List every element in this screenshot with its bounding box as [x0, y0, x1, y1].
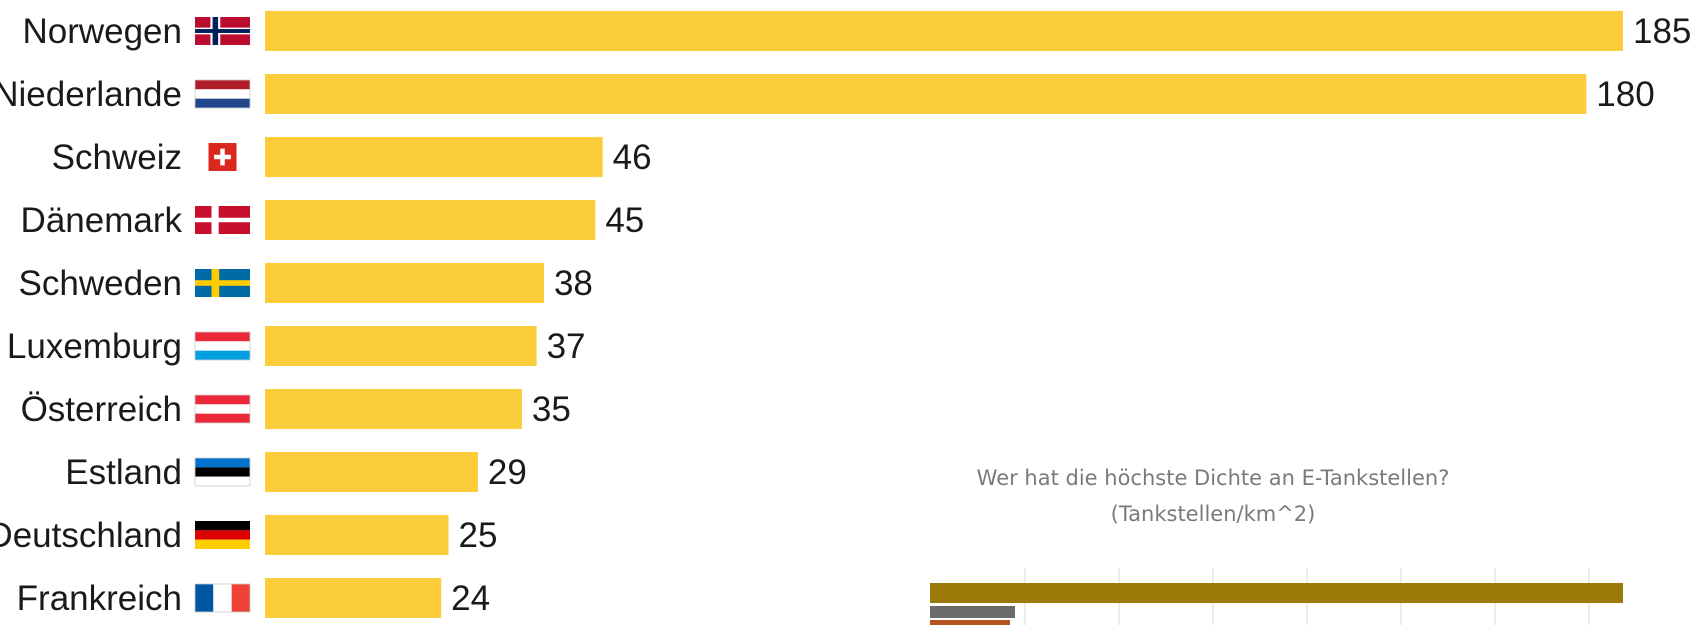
inset-bar — [930, 620, 1010, 625]
bar — [265, 452, 478, 492]
inset-chart-subtitle: (Tankstellen/km^2) — [1111, 502, 1316, 526]
germany-flag-icon — [195, 521, 250, 549]
bar-row: Luxemburg 37 — [7, 326, 586, 366]
bar — [265, 326, 537, 366]
country-label: Österreich — [21, 390, 182, 429]
value-label: 35 — [532, 390, 571, 429]
bar — [265, 74, 1587, 114]
inset-bar — [930, 606, 1015, 618]
bar-row: Österreich 35 — [21, 389, 571, 429]
value-label: 25 — [459, 516, 498, 555]
luxembourg-flag-icon — [194, 331, 251, 361]
estonia-flag-icon — [194, 457, 251, 487]
bar — [265, 515, 449, 555]
bar-row: Estland 29 — [65, 452, 527, 492]
bar-row: Niederlande 180 — [0, 74, 1655, 114]
country-label: Niederlande — [0, 75, 182, 114]
bar — [265, 578, 442, 618]
inset-bar — [930, 583, 1623, 603]
denmark-flag-icon — [195, 206, 250, 234]
bar — [265, 200, 596, 240]
inset-bars — [930, 583, 1623, 625]
value-label: 45 — [605, 201, 644, 240]
sweden-flag-icon — [195, 269, 250, 297]
country-label: Deutschland — [0, 516, 182, 555]
value-label: 180 — [1596, 75, 1654, 114]
bar-row: Deutschland 25 — [0, 515, 497, 555]
france-flag-icon — [194, 583, 251, 613]
bar — [265, 389, 522, 429]
value-label: 38 — [554, 264, 593, 303]
value-label: 46 — [613, 138, 652, 177]
bar-row: Dänemark 45 — [21, 200, 644, 240]
bar-row: Schweden 38 — [19, 263, 593, 303]
bar-row: Schweiz 46 — [52, 137, 652, 177]
inset-chart-title: Wer hat die höchste Dichte an E-Tankstel… — [977, 466, 1450, 490]
value-label: 185 — [1633, 12, 1691, 51]
austria-flag-icon — [194, 394, 251, 424]
country-label: Dänemark — [21, 201, 183, 240]
bar — [265, 11, 1623, 51]
inset-density-chart: Wer hat die höchste Dichte an E-Tankstel… — [930, 466, 1623, 625]
country-label: Frankreich — [17, 579, 182, 618]
bar-row: Frankreich 24 — [17, 578, 490, 618]
country-label: Schweden — [19, 264, 182, 303]
bar — [265, 137, 603, 177]
switzerland-flag-icon — [208, 143, 237, 171]
norway-flag-icon — [195, 17, 250, 45]
country-label: Schweiz — [52, 138, 182, 177]
country-label: Luxemburg — [7, 327, 182, 366]
value-label: 29 — [488, 453, 527, 492]
country-label: Estland — [65, 453, 182, 492]
value-label: 24 — [451, 579, 490, 618]
bar — [265, 263, 544, 303]
netherlands-flag-icon — [194, 79, 251, 109]
country-label: Norwegen — [22, 12, 182, 51]
main-bar-chart: Norwegen 185 Niederlande 180 Schweiz 46 Dänema… — [0, 11, 1691, 618]
bar-row: Norwegen 185 — [22, 11, 1691, 51]
value-label: 37 — [547, 327, 586, 366]
